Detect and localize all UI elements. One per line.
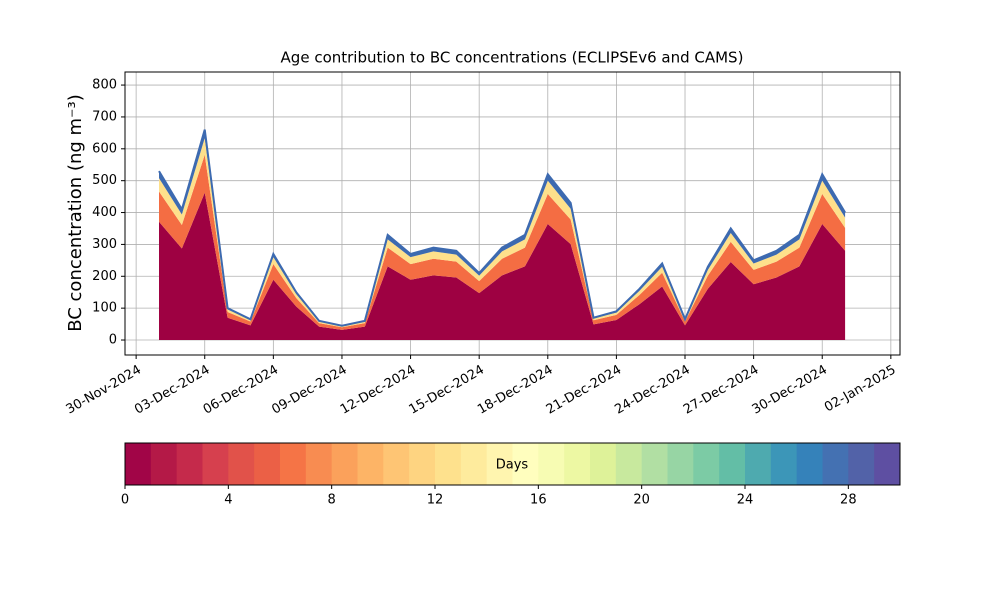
area-layer: [159, 192, 846, 341]
colorbar-swatch: [228, 443, 255, 485]
x-tick-label: 02-Jan-2025: [822, 363, 899, 416]
colorbar-swatch: [486, 443, 513, 485]
colorbar-tick-label: 24: [737, 493, 754, 508]
colorbar-swatch: [409, 443, 436, 485]
x-tick-label: 21-Dec-2024: [544, 363, 624, 418]
colorbar-tick-label: 12: [427, 493, 444, 508]
colorbar-swatch: [745, 443, 772, 485]
colorbar-tick-label: 0: [121, 493, 129, 508]
x-tick-label: 18-Dec-2024: [475, 363, 555, 418]
colorbar-swatch: [331, 443, 358, 485]
colorbar-swatch: [305, 443, 333, 485]
colorbar-swatch: [796, 443, 823, 485]
x-tick-label: 09-Dec-2024: [269, 363, 349, 418]
y-tick-label: 700: [92, 109, 117, 124]
x-tick-label: 30-Nov-2024: [64, 363, 144, 418]
x-tick-label: 12-Dec-2024: [338, 363, 418, 418]
colorbar-swatch: [460, 443, 488, 485]
x-tick-label: 24-Dec-2024: [612, 363, 692, 418]
y-tick-label: 400: [92, 205, 117, 220]
colorbar-swatch: [848, 443, 875, 485]
colorbar-swatch: [538, 443, 565, 485]
colorbar-swatch: [280, 443, 307, 485]
colorbar-swatch: [667, 443, 694, 485]
colorbar-swatch: [512, 443, 539, 485]
colorbar-swatch: [641, 443, 668, 485]
y-axis-label: BC concentration (ng m⁻³): [65, 94, 86, 332]
colorbar-swatch: [435, 443, 462, 485]
colorbar-tick-label: 8: [328, 493, 336, 508]
colorbar-swatch: [125, 443, 152, 485]
top-line: [158, 129, 846, 327]
colorbar-swatch: [874, 443, 901, 485]
y-tick-label: 300: [92, 237, 117, 252]
x-tick-label: 06-Dec-2024: [201, 363, 281, 418]
colorbar-tick-label: 20: [633, 493, 650, 508]
colorbar-swatch: [254, 443, 281, 485]
y-tick-label: 200: [92, 269, 117, 284]
colorbar-swatch: [150, 443, 178, 485]
chart-title: Age contribution to BC concentrations (E…: [281, 49, 744, 67]
x-tick-label: 27-Dec-2024: [681, 363, 761, 418]
colorbar-swatch: [770, 443, 798, 485]
y-tick-label: 100: [92, 301, 117, 316]
y-tick-label: 800: [92, 78, 117, 93]
colorbar-label: Days: [496, 458, 529, 473]
area-layer: [159, 154, 846, 330]
y-tick-label: 0: [109, 333, 117, 348]
colorbar-swatch: [822, 443, 849, 485]
colorbar-frame: [124, 442, 901, 486]
colorbar-tick-label: 4: [224, 493, 232, 508]
colorbar-swatch: [564, 443, 591, 485]
x-tick-label: 15-Dec-2024: [407, 363, 487, 418]
colorbar-tick-label: 28: [840, 493, 857, 508]
colorbar-swatch: [357, 443, 384, 485]
colorbar-swatch: [615, 443, 643, 485]
colorbar-swatch: [719, 443, 746, 485]
x-tick-label: 30-Dec-2024: [750, 363, 830, 418]
colorbar-swatch: [590, 443, 617, 485]
colorbar-swatch: [202, 443, 229, 485]
y-tick-label: 500: [92, 173, 117, 188]
plot-frame: [124, 71, 901, 356]
colorbar-tick-label: 16: [530, 493, 547, 508]
colorbar-swatch: [176, 443, 203, 485]
x-tick-label: 03-Dec-2024: [132, 363, 212, 418]
colorbar-swatch: [383, 443, 410, 485]
colorbar-swatch: [693, 443, 720, 485]
y-tick-label: 600: [92, 141, 117, 156]
